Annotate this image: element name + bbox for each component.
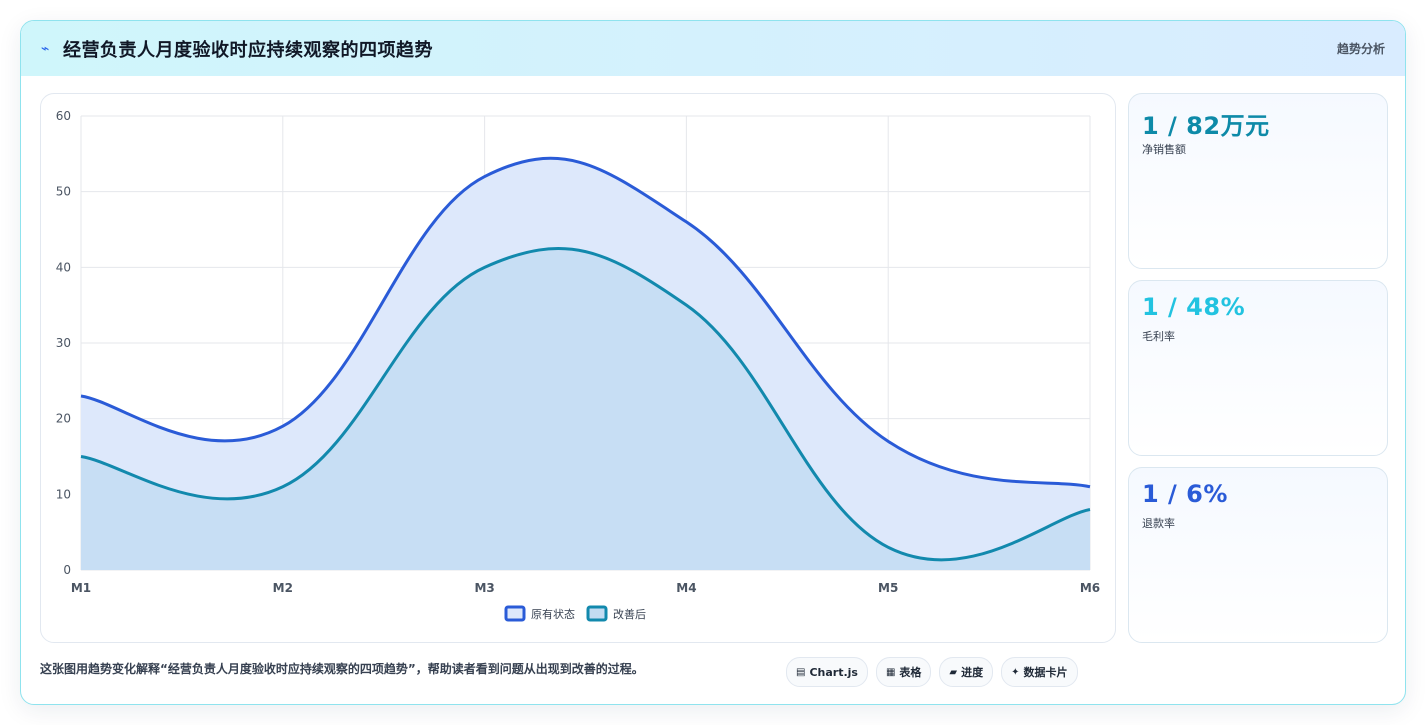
x-tick-label: M6 <box>1080 581 1100 595</box>
y-tick-label: 60 <box>56 109 71 123</box>
x-tick-label: M4 <box>676 581 696 595</box>
chart-caption: 这张图用趋势变化解释“经营负责人月度验收时应持续观察的四项趋势”，帮助读者看到问… <box>40 662 644 676</box>
y-tick-label: 30 <box>56 336 71 350</box>
chip-label: Chart.js <box>809 665 858 679</box>
progress-icon: ▰ <box>949 666 958 678</box>
chip-label: 表格 <box>899 666 922 679</box>
dashboard-card: ⌁ 经营负责人月度验收时应持续观察的四项趋势 趋势分析 0 10 20 30 40 50 6… <box>20 20 1406 705</box>
chip-chartjs[interactable]: ▤ Chart.js <box>786 657 868 687</box>
kpi-card-gross-margin: 1 / 48% 毛利率 <box>1128 280 1388 456</box>
legend-swatch <box>504 605 526 622</box>
kpi-card-refund-rate: 1 / 6% 退款率 <box>1128 467 1388 643</box>
chip-label: 进度 <box>961 666 984 679</box>
kpi-card-net-sales: 1 / 82万元 净销售额 <box>1128 93 1388 269</box>
kpi-value: 1 / 82万元 <box>1142 112 1270 140</box>
chip-data-card[interactable]: ✦ 数据卡片 <box>1001 657 1078 687</box>
y-tick-label: 20 <box>56 412 71 426</box>
kpi-value: 1 / 48% <box>1142 293 1246 321</box>
card-header: ⌁ 经营负责人月度验收时应持续观察的四项趋势 趋势分析 <box>21 21 1405 76</box>
x-tick-label: M3 <box>474 581 494 595</box>
legend-swatch <box>586 605 608 622</box>
page-title: 经营负责人月度验收时应持续观察的四项趋势 <box>63 39 433 61</box>
kpi-value: 1 / 6% <box>1142 480 1228 508</box>
area-chart: 0 10 20 30 40 50 60 M1 M2 M3 M4 M5 M6 原有状态 改善后 <box>56 109 1100 622</box>
chart-panel: 0 10 20 30 40 50 60 M1 M2 M3 M4 M5 M6 原有状态 改善后 <box>40 93 1116 643</box>
legend-label: 原有状态 <box>531 607 575 621</box>
y-tick-label: 0 <box>63 563 71 577</box>
x-tick-label: M5 <box>878 581 898 595</box>
kpi-label: 退款率 <box>1142 517 1175 530</box>
chart-icon: ▤ <box>796 666 806 678</box>
y-tick-label: 10 <box>56 487 71 501</box>
legend-label: 改善后 <box>613 607 646 621</box>
trend-arrow-icon: ⌁ <box>41 40 50 57</box>
sparkle-icon: ✦ <box>1011 666 1020 678</box>
series-line <box>80 156 1091 489</box>
chip-progress[interactable]: ▰ 进度 <box>939 657 994 687</box>
y-tick-label: 50 <box>56 185 71 199</box>
x-tick-label: M2 <box>273 581 293 595</box>
table-icon: ▦ <box>885 666 896 678</box>
title-wrap: ⌁ 经营负责人月度验收时应持续观察的四项趋势 <box>41 36 433 62</box>
kpi-label: 毛利率 <box>1142 330 1175 343</box>
series-area <box>81 248 1090 570</box>
series-line <box>80 247 1091 562</box>
x-tick-label: M1 <box>71 581 91 595</box>
tech-chips: ▤ Chart.js ▦ 表格 ▰ 进度 ✦ 数据卡片 <box>786 657 1086 687</box>
y-tick-label: 40 <box>56 260 71 274</box>
chip-table[interactable]: ▦ 表格 <box>875 657 932 687</box>
header-tag: 趋势分析 <box>1336 42 1385 56</box>
chip-label: 数据卡片 <box>1023 666 1068 679</box>
kpi-label: 净销售额 <box>1142 143 1186 156</box>
